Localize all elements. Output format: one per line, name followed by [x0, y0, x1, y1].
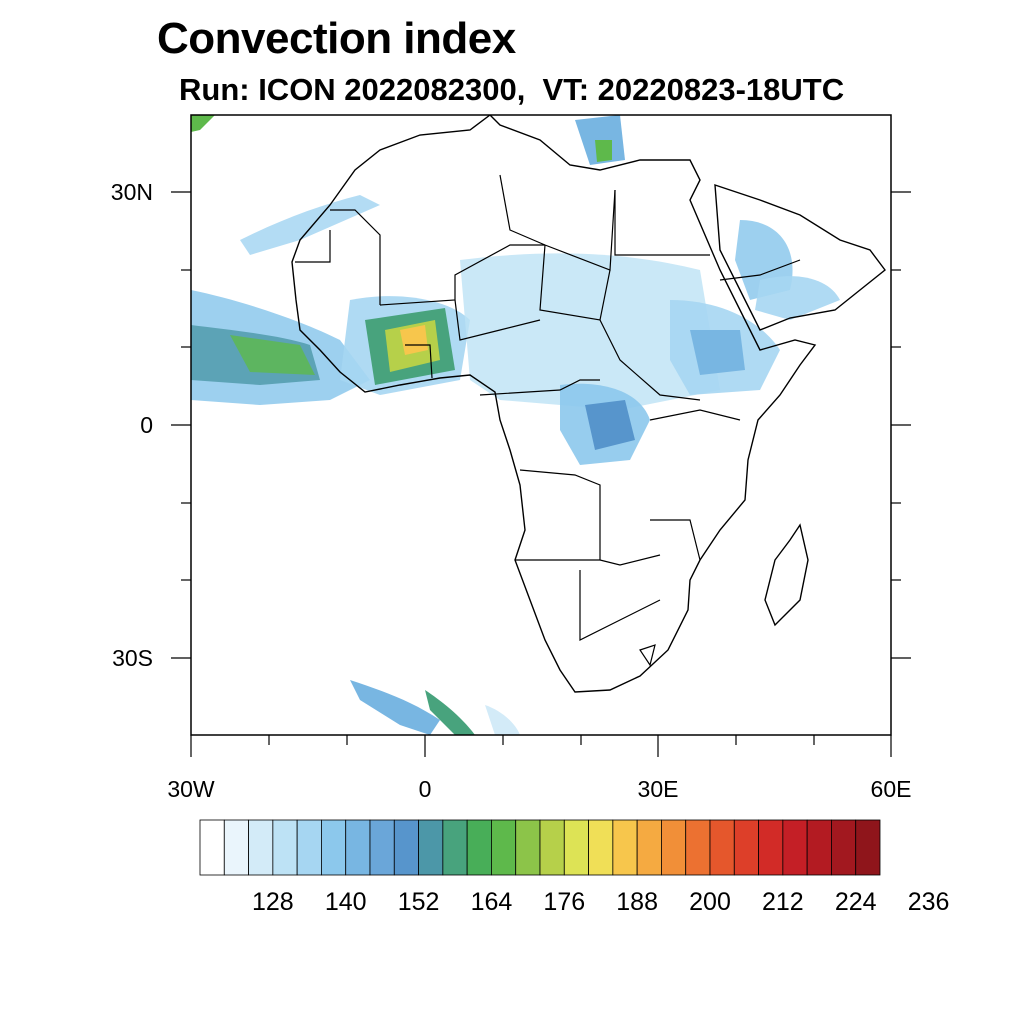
- lon-ticks: [190, 735, 892, 757]
- colorbar-box: [709, 819, 735, 876]
- lon-label-30w: 30W: [167, 776, 215, 802]
- colorbar-box: [321, 819, 347, 876]
- colorbar-label: 200: [689, 888, 731, 916]
- colorbar-label: 152: [397, 888, 440, 916]
- colorbar-box: [612, 819, 638, 876]
- lat-label-30n: 30N: [110, 179, 153, 205]
- colorbar-box: [272, 819, 298, 876]
- colorbar-box: [345, 819, 371, 876]
- colorbar-label: 224: [834, 888, 877, 916]
- colorbar-box: [588, 819, 614, 876]
- convection-area: [350, 680, 440, 735]
- colorbar-box: [563, 819, 589, 876]
- colorbar-box: [831, 819, 857, 876]
- lat-label-0: 0: [140, 412, 153, 438]
- colorbar-label: 140: [324, 888, 367, 916]
- colorbar-box: [223, 819, 249, 876]
- lon-label-0: 0: [418, 776, 432, 802]
- colorbar-label: 188: [616, 888, 658, 916]
- colorbar-label: 176: [543, 888, 586, 916]
- convection-area: [400, 325, 428, 355]
- convection-area: [690, 330, 745, 375]
- colorbar-box: [199, 819, 225, 876]
- coastline: [714, 184, 886, 331]
- colorbar-box: [466, 819, 492, 876]
- colorbar-box: [515, 819, 541, 876]
- convection-area: [460, 253, 720, 410]
- madagascar: [764, 523, 809, 627]
- convection-area: [755, 276, 840, 320]
- colorbar-label: 164: [470, 888, 513, 916]
- convection-area: [230, 335, 315, 375]
- lat-label-30s: 30S: [112, 645, 153, 671]
- convection-area: [585, 400, 635, 450]
- lat-ticks: [171, 191, 911, 659]
- colorbar-box: [539, 819, 565, 876]
- colorbar-box: [369, 819, 395, 876]
- colorbar-box: [806, 819, 832, 876]
- coastline: [291, 115, 817, 693]
- lon-label-30e: 30E: [637, 776, 679, 802]
- convection-area: [485, 705, 520, 735]
- convection-area: [595, 140, 612, 162]
- colorbar-box: [855, 819, 881, 876]
- colorbar-box: [636, 819, 662, 876]
- country-borders: [295, 174, 801, 667]
- colorbar-label: 212: [761, 888, 804, 916]
- colorbar-box: [442, 819, 468, 876]
- colorbar-box: [733, 819, 759, 876]
- colorbar-box: [393, 819, 419, 876]
- chart-title: Convection index: [157, 14, 516, 63]
- colorbar-label: 128: [251, 888, 294, 916]
- colorbar-box: [296, 819, 322, 876]
- convection-area: [191, 115, 215, 132]
- colorbar-box: [758, 819, 784, 876]
- colorbar-box: [248, 819, 274, 876]
- colorbar-box: [782, 819, 808, 876]
- colorbar-label: 236: [907, 888, 950, 916]
- colorbar-box: [685, 819, 711, 876]
- lon-label-60e: 60E: [870, 776, 912, 802]
- colorbar-box: [661, 819, 687, 876]
- colorbar-box: [491, 819, 517, 876]
- convection-area: [425, 690, 475, 735]
- chart-subtitle: Run: ICON 2022082300, VT: 20220823-18UTC: [179, 72, 845, 107]
- colorbar-box: [418, 819, 444, 876]
